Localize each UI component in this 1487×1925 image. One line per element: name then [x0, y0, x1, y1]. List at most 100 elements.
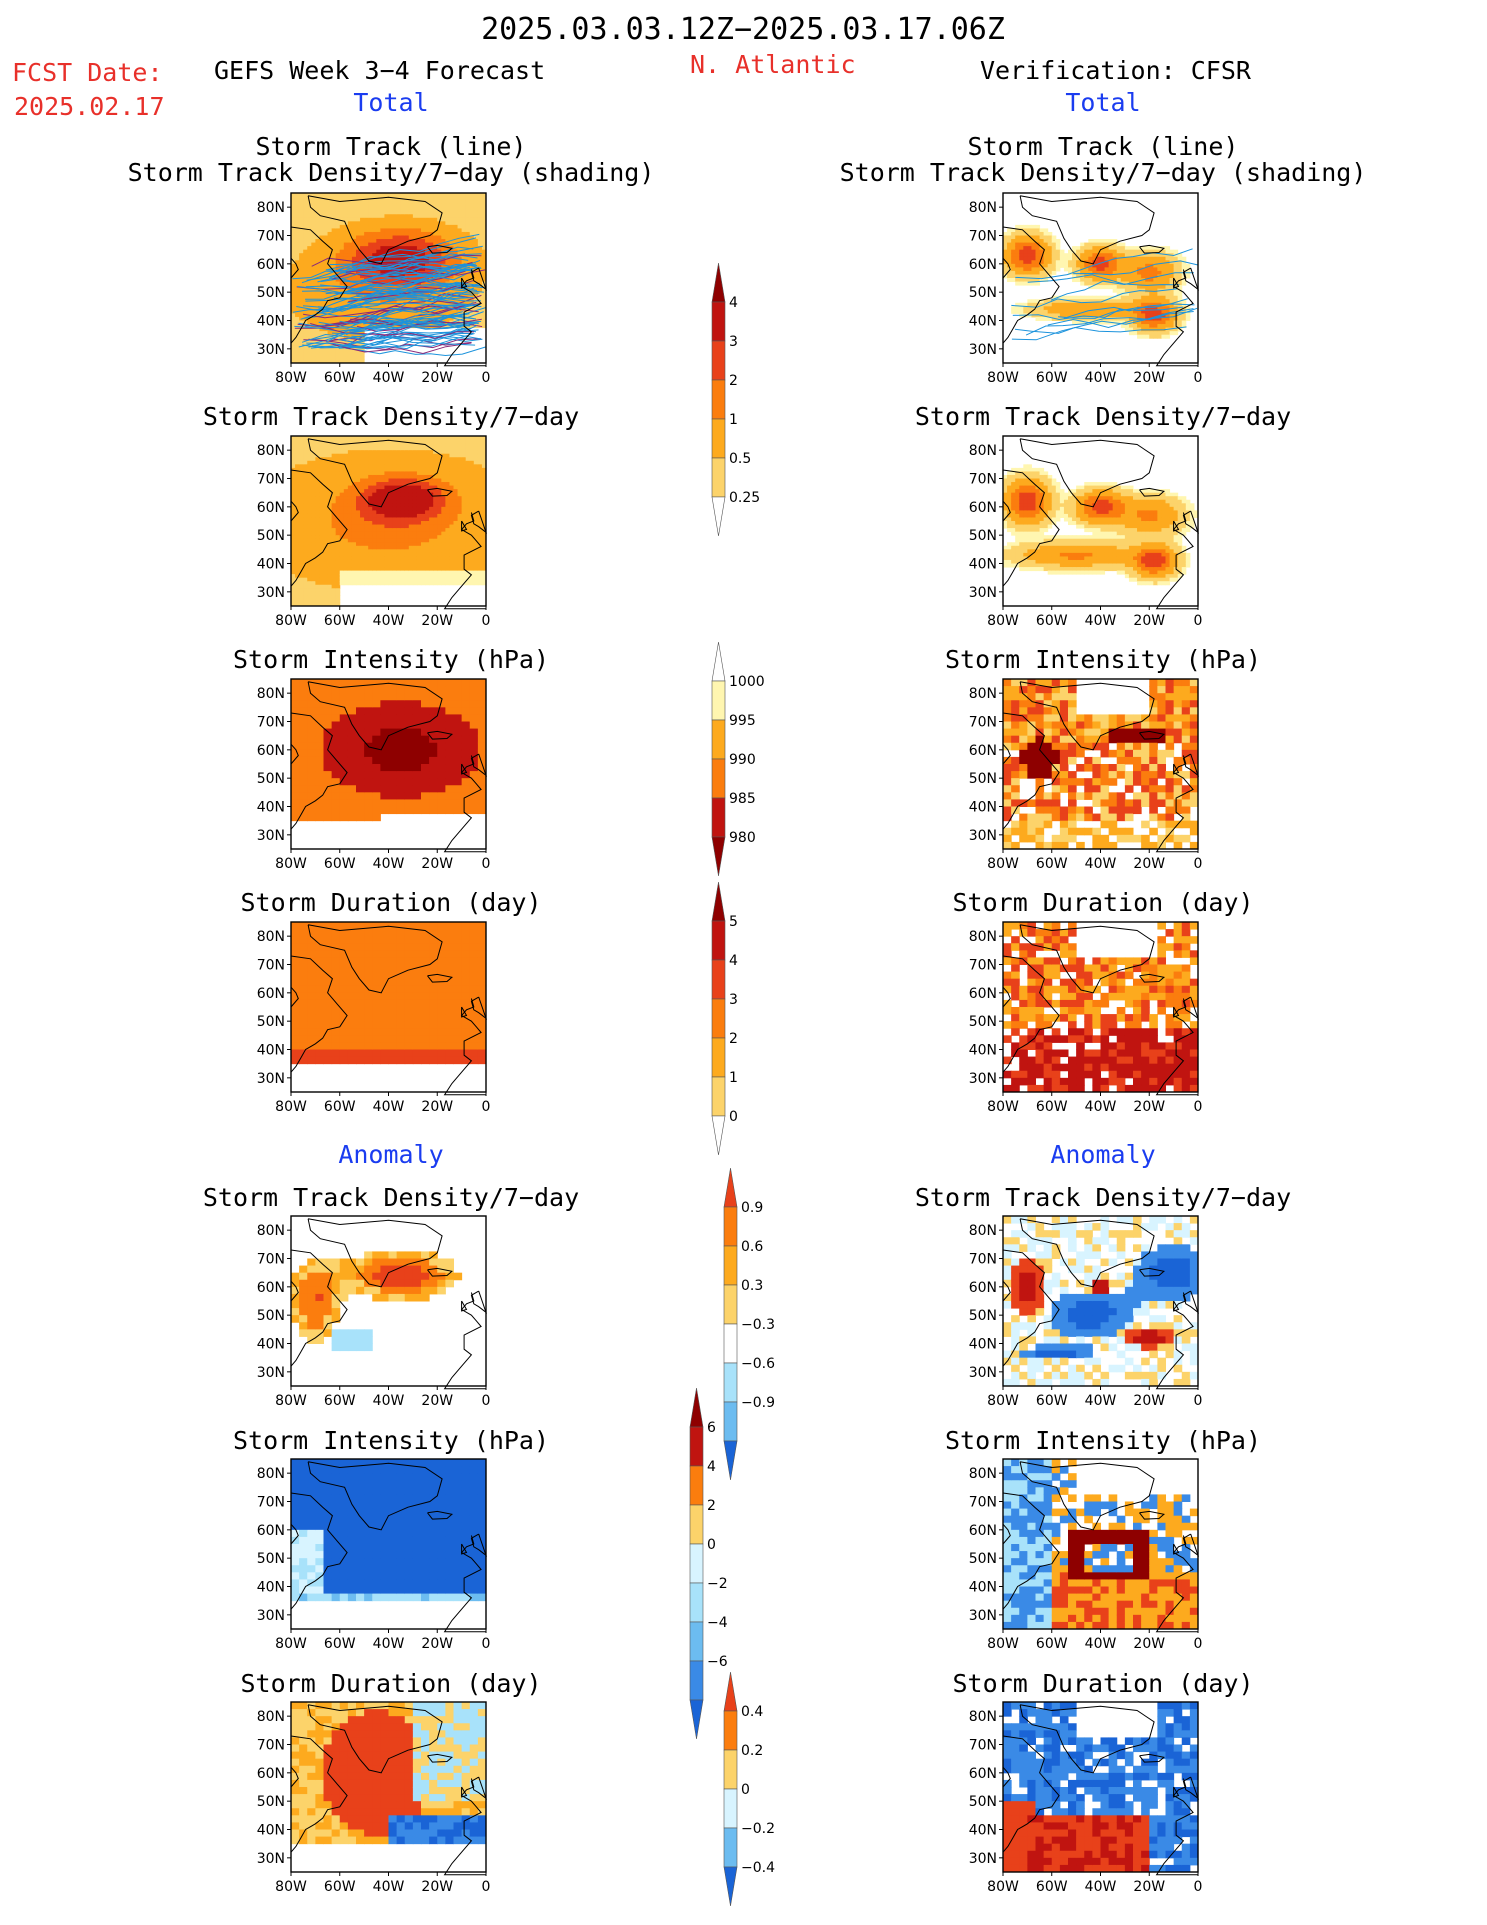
heatmap-cell	[445, 478, 450, 483]
heatmap-cell	[437, 214, 442, 219]
heatmap-cell	[384, 460, 389, 465]
coastline	[427, 244, 454, 254]
heatmap-cell	[307, 482, 312, 487]
heatmap-cell	[449, 545, 454, 550]
heatmap-cell	[400, 478, 406, 483]
heatmap-cell	[457, 467, 463, 472]
heatmap-cell	[356, 549, 361, 554]
heatmap-cell	[347, 735, 357, 744]
heatmap-cell	[376, 517, 381, 522]
heatmap-cell	[319, 217, 324, 222]
heatmap-cell	[295, 567, 300, 572]
heatmap-cell	[453, 224, 459, 229]
heatmap-cell	[335, 302, 341, 307]
heatmap-cell	[307, 971, 316, 980]
heatmap-cell	[351, 503, 357, 508]
heatmap-cell	[396, 721, 406, 730]
heatmap-cell	[384, 263, 389, 268]
heatmap-cell	[412, 313, 418, 318]
heatmap-cell	[441, 457, 446, 462]
heatmap-cell	[315, 260, 320, 265]
heatmap-cell	[323, 492, 329, 497]
heatmap-cell	[412, 302, 418, 307]
heatmap-cell	[295, 221, 300, 226]
heatmap-cell	[339, 235, 345, 240]
heatmap-cell	[408, 482, 414, 487]
heatmap-cell	[404, 221, 410, 226]
heatmap-cell	[412, 242, 418, 247]
heatmap-cell	[303, 471, 308, 476]
heatmap-cell	[372, 567, 377, 572]
heatmap-cell	[368, 567, 373, 572]
heatmap-cell	[412, 764, 422, 772]
heatmap-cell	[368, 563, 373, 568]
heatmap-cell	[331, 281, 337, 286]
heatmap-cell	[303, 193, 308, 198]
heatmap-cell	[295, 528, 300, 533]
heatmap-cell	[315, 936, 325, 944]
heatmap-cell	[319, 246, 324, 251]
heatmap-cell	[449, 457, 454, 462]
heatmap-cell	[416, 217, 422, 222]
heatmap-cell	[335, 581, 341, 586]
heatmap-cell	[339, 714, 349, 722]
heatmap-cell	[356, 446, 361, 451]
heatmap-cell	[311, 436, 316, 441]
heatmap-cell	[299, 574, 304, 579]
heatmap-cell	[343, 474, 349, 479]
heatmap-cell	[315, 1014, 325, 1022]
heatmap-cell	[449, 464, 454, 469]
heatmap-cell	[299, 517, 304, 522]
heatmap-cell	[360, 556, 365, 561]
heatmap-cell	[311, 531, 316, 536]
heatmap-cell	[372, 721, 381, 730]
heatmap-cell	[453, 749, 463, 758]
heatmap-cell	[437, 535, 442, 540]
heatmap-cell	[291, 246, 296, 251]
heatmap-cell	[364, 524, 369, 529]
heatmap-cell	[396, 742, 406, 751]
heatmap-cell	[372, 971, 381, 980]
heatmap-cell	[425, 309, 430, 314]
heatmap-cell	[368, 228, 373, 233]
heatmap-cell	[360, 267, 365, 272]
heatmap-cell	[335, 595, 341, 600]
heatmap-cell	[412, 482, 418, 487]
heatmap-cell	[335, 327, 341, 332]
heatmap-cell	[299, 256, 304, 261]
heatmap-cell	[481, 563, 487, 568]
heatmap-cell	[441, 443, 446, 448]
heatmap-cell	[351, 253, 357, 258]
heatmap-cell	[311, 503, 316, 508]
heatmap-cell	[339, 341, 345, 346]
heatmap-cell	[303, 295, 308, 300]
heatmap-cell	[311, 231, 316, 236]
heatmap-cell	[449, 295, 454, 300]
heatmap-cell	[291, 742, 300, 751]
heatmap-cell	[323, 313, 329, 318]
heatmap-cell	[323, 756, 333, 765]
heatmap-cell	[469, 249, 475, 254]
heatmap-cell	[469, 707, 479, 715]
heatmap-cell	[356, 324, 361, 329]
heatmap-cell	[461, 450, 467, 455]
storm-track-line	[298, 320, 479, 348]
heatmap-cell	[364, 686, 373, 694]
heatmap-cell	[331, 806, 341, 815]
heatmap-cell	[307, 450, 312, 455]
heatmap-cell	[291, 999, 300, 1008]
heatmap-cell	[388, 570, 394, 575]
heatmap-cell	[315, 231, 320, 236]
heatmap-cell	[433, 528, 438, 533]
heatmap-cell	[380, 517, 385, 522]
heatmap-cell	[339, 756, 349, 765]
heatmap-cell	[339, 359, 345, 364]
heatmap-cell	[307, 792, 316, 800]
heatmap-cell	[335, 256, 341, 261]
heatmap-cell	[477, 707, 487, 715]
heatmap-cell	[376, 246, 381, 251]
heatmap-cell	[315, 1007, 325, 1015]
heatmap-cell	[404, 535, 410, 540]
heatmap-cell	[441, 528, 446, 533]
